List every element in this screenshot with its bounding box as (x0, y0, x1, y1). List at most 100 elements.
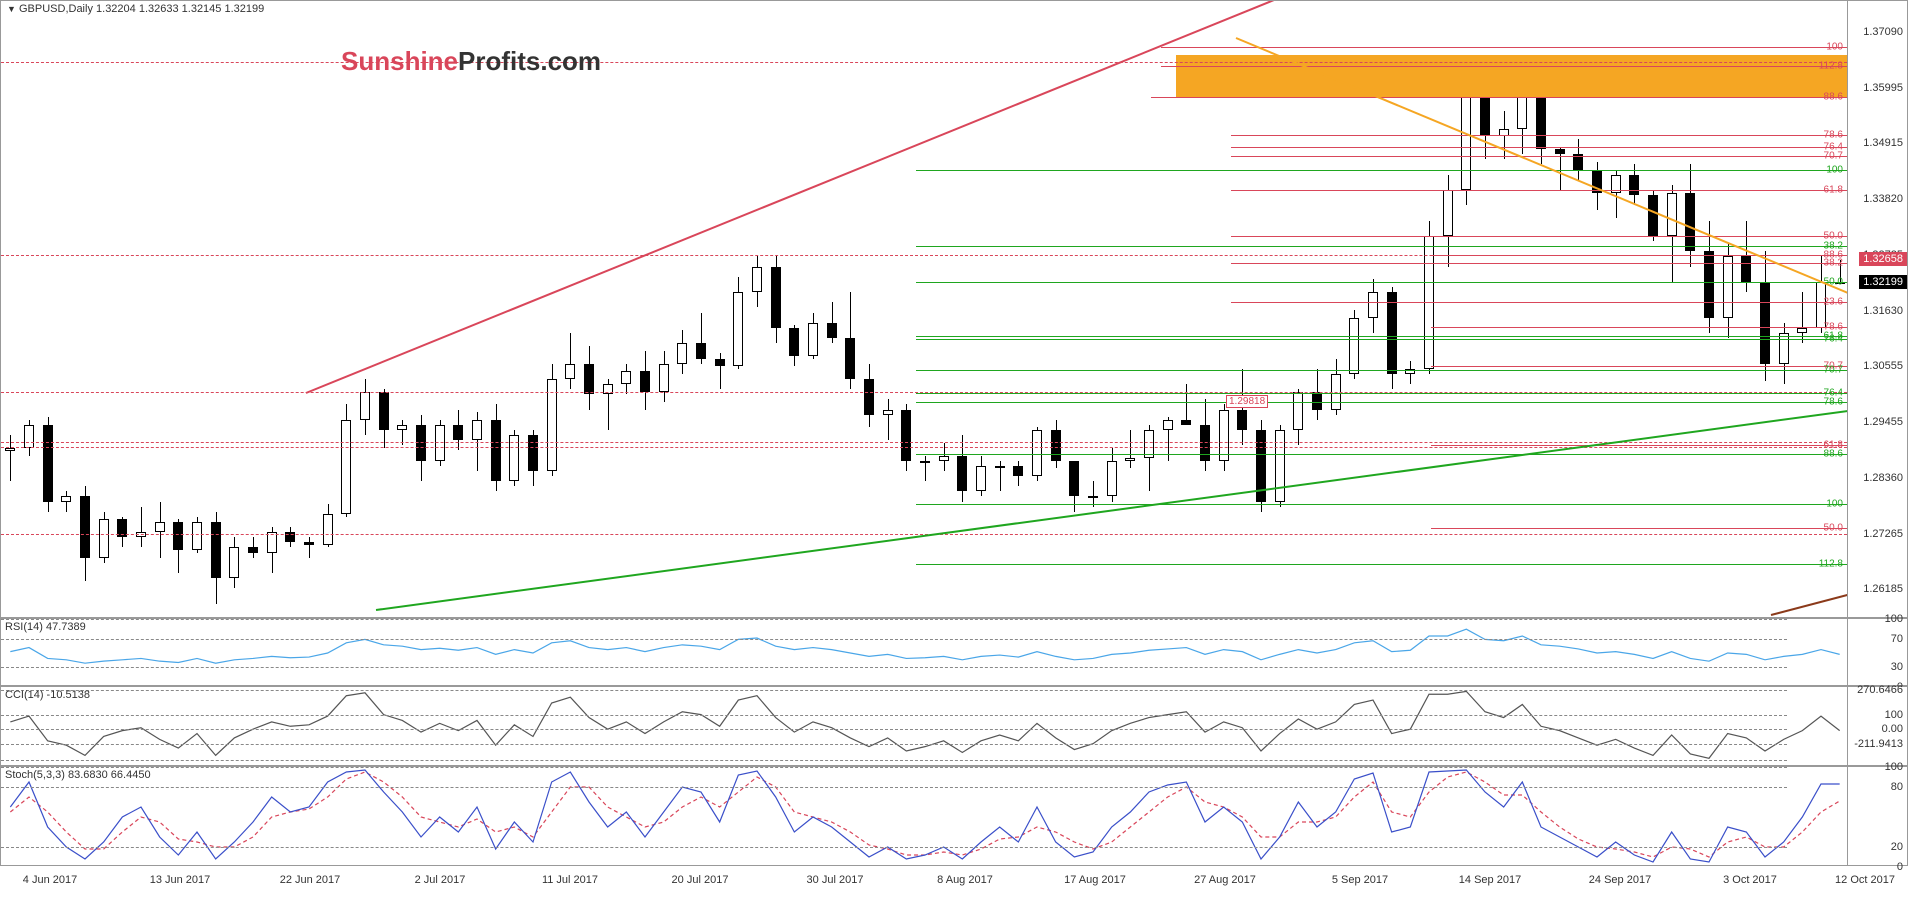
fib-label: 100 (1824, 164, 1845, 175)
fib-level (916, 402, 1847, 403)
candle (789, 1, 799, 617)
candle (304, 1, 314, 617)
dropdown-icon[interactable]: ▼ (7, 4, 16, 14)
price-panel[interactable]: ▼ GBPUSD,Daily 1.32204 1.32633 1.32145 1… (0, 0, 1908, 618)
fib-level (1231, 190, 1847, 191)
current-price-tag: 1.32658 (1859, 252, 1907, 266)
resistance-line (1, 442, 1847, 443)
candle (1125, 1, 1135, 617)
x-axis-label: 22 Jun 2017 (280, 874, 341, 886)
candle (1107, 1, 1117, 617)
chart-header: ▼ GBPUSD,Daily 1.32204 1.32633 1.32145 1… (7, 3, 264, 15)
cci-y-axis: 270.64661000.00-211.9413 (1847, 687, 1907, 765)
candle (491, 1, 501, 617)
candle (155, 1, 165, 617)
y-axis-label: 1.30555 (1863, 360, 1903, 372)
x-axis-label: 5 Sep 2017 (1332, 874, 1388, 886)
fib-label: 112.8 (1817, 558, 1845, 569)
candle (1144, 1, 1154, 617)
candle (920, 1, 930, 617)
indicator-level-label: 100 (1885, 613, 1903, 625)
x-axis-label: 2 Jul 2017 (415, 874, 466, 886)
x-axis-label: 11 Jul 2017 (542, 874, 598, 886)
x-axis-label: 14 Sep 2017 (1459, 874, 1521, 886)
indicator-level-label: 70 (1891, 633, 1903, 645)
fib-level (916, 504, 1847, 505)
cci-label: CCI(14) -10.5138 (5, 689, 90, 701)
chart-container: ▼ GBPUSD,Daily 1.32204 1.32633 1.32145 1… (0, 0, 1908, 920)
rsi-panel[interactable]: RSI(14) 47.7389 10070300 (0, 618, 1908, 686)
candle (61, 1, 71, 617)
supply-zone (1176, 55, 1847, 98)
indicator-level-label: -211.9413 (1854, 738, 1903, 750)
candle (696, 1, 706, 617)
candle (976, 1, 986, 617)
rsi-y-axis: 10070300 (1847, 619, 1907, 685)
fib-level (1431, 255, 1847, 256)
watermark: SunshineProfits.com (341, 46, 601, 77)
candle (901, 1, 911, 617)
candle (957, 1, 967, 617)
y-axis-label: 1.34915 (1863, 137, 1903, 149)
rsi-label: RSI(14) 47.7389 (5, 621, 86, 633)
fib-level (1431, 445, 1847, 446)
y-axis-label: 1.35995 (1863, 82, 1903, 94)
resistance-line (1, 62, 1847, 63)
fib-level (1431, 366, 1847, 367)
symbol-text: GBPUSD,Daily (19, 3, 93, 15)
candle (267, 1, 277, 617)
y-axis-label: 1.31630 (1863, 305, 1903, 317)
cci-panel[interactable]: CCI(14) -10.5138 270.64661000.00-211.941… (0, 686, 1908, 766)
fib-label: 76.4 (1822, 334, 1845, 345)
current-price-tag: 1.32199 (1859, 275, 1907, 289)
price-y-axis: 1.370901.359951.349151.338201.327251.316… (1847, 1, 1907, 617)
candle (435, 1, 445, 617)
candle (99, 1, 109, 617)
candle (640, 1, 650, 617)
candle (323, 1, 333, 617)
fib-level (1431, 528, 1847, 529)
cci-area (1, 687, 1847, 765)
candle (677, 1, 687, 617)
indicator-level-label: 80 (1891, 781, 1903, 793)
x-axis-label: 17 Aug 2017 (1064, 874, 1126, 886)
candle (733, 1, 743, 617)
candle (397, 1, 407, 617)
indicator-level-label: 0.00 (1882, 723, 1903, 735)
fib-label: 78.6 (1822, 129, 1845, 140)
candle (827, 1, 837, 617)
fib-label: 61.8 (1822, 185, 1845, 196)
fib-level (916, 282, 1847, 283)
fib-label: 88.6 (1822, 449, 1845, 460)
y-axis-label: 1.28360 (1863, 472, 1903, 484)
fib-label: 112.8 (1817, 61, 1845, 72)
y-axis-label: 1.33820 (1863, 193, 1903, 205)
fib-label: 70.7 (1822, 364, 1845, 375)
candle (565, 1, 575, 617)
candle (43, 1, 53, 617)
candle (1051, 1, 1061, 617)
candle (883, 1, 893, 617)
stoch-panel[interactable]: Stoch(5,3,3) 83.6830 66.4450 10080200 (0, 766, 1908, 866)
price-box-label: 1.29818 (1226, 395, 1268, 408)
candle (1069, 1, 1079, 617)
candle (173, 1, 183, 617)
candle (845, 1, 855, 617)
fib-label: 88.6 (1822, 92, 1845, 103)
fib-level (1231, 302, 1847, 303)
x-axis-label: 13 Jun 2017 (150, 874, 211, 886)
x-axis-label: 20 Jul 2017 (672, 874, 729, 886)
fib-level (916, 564, 1847, 565)
candle (715, 1, 725, 617)
indicator-level-label: 20 (1891, 841, 1903, 853)
candle (752, 1, 762, 617)
candle (192, 1, 202, 617)
fib-level (916, 370, 1847, 371)
candle (379, 1, 389, 617)
fib-label: 100 (1824, 499, 1845, 510)
candle (341, 1, 351, 617)
fib-label: 70.7 (1822, 150, 1845, 161)
fib-level (1151, 97, 1847, 98)
candle (621, 1, 631, 617)
main-chart-area[interactable]: 100112.888.678.676.470.710061.850.038.28… (1, 1, 1847, 617)
